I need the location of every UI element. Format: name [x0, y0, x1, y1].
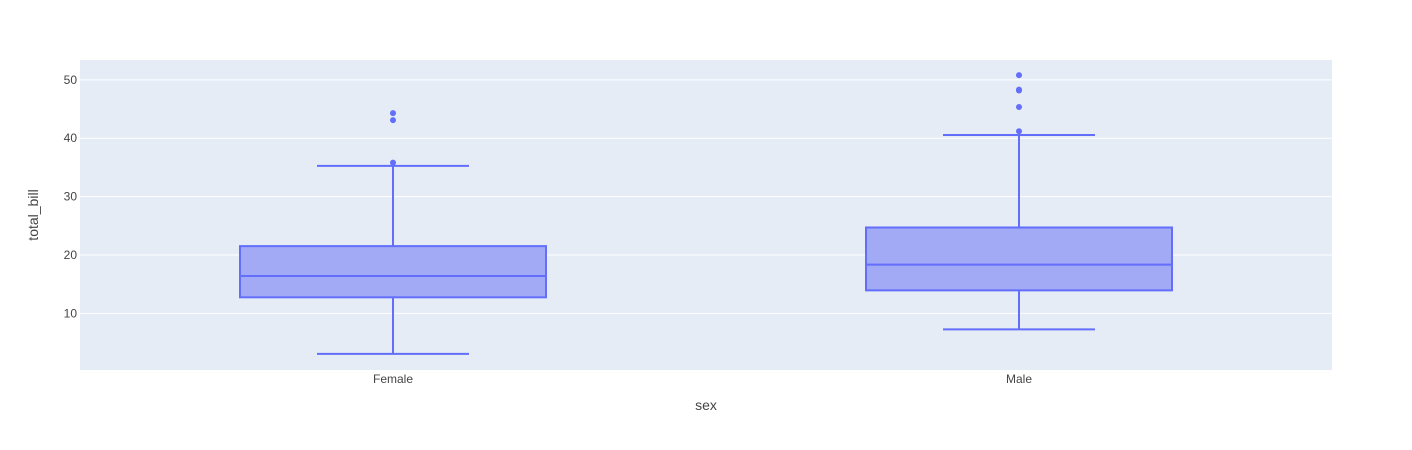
- y-tick-label: 30: [64, 190, 78, 204]
- x-tick-label: Male: [1006, 372, 1032, 386]
- outlier-point: [1016, 72, 1022, 79]
- iqr-box: [865, 226, 1173, 292]
- y-tick-label: 40: [64, 131, 78, 145]
- x-tick-label: Female: [373, 372, 413, 386]
- x-axis-ticks: Female Male: [373, 372, 1032, 386]
- y-tick-label: 10: [64, 306, 78, 320]
- outlier-point: [1016, 86, 1022, 93]
- outlier-point: [390, 110, 396, 117]
- outlier-point: [390, 159, 396, 166]
- y-tick-label: 20: [64, 248, 78, 262]
- plot-area: [80, 60, 1332, 370]
- boxes: [239, 72, 1173, 355]
- box-female: [239, 110, 547, 355]
- outlier-point: [1016, 128, 1022, 135]
- y-axis-ticks: 10 20 30 40 50: [64, 73, 78, 321]
- outlier-point: [1016, 103, 1022, 110]
- x-axis-title: sex: [695, 397, 717, 413]
- outlier-point: [390, 117, 396, 124]
- iqr-box: [239, 245, 547, 299]
- box-male: [865, 72, 1173, 331]
- y-axis-title: total_bill: [25, 189, 41, 240]
- y-tick-label: 50: [64, 73, 78, 87]
